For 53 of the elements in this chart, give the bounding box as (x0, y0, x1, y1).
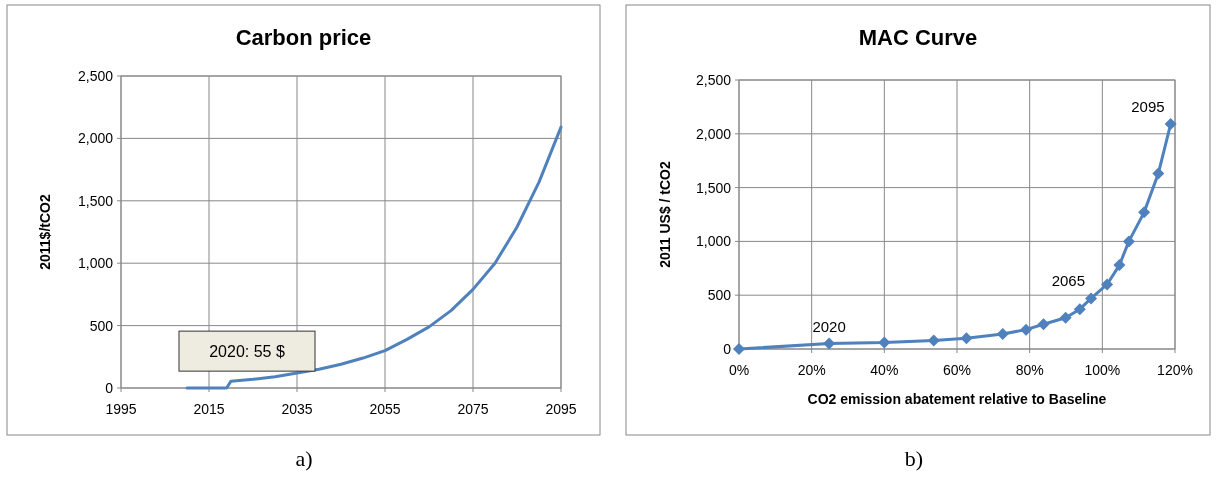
point (996, 327, 1009, 340)
y-tick-label: 1,500 (77, 192, 114, 209)
point (1113, 259, 1126, 272)
chart-title: Carbon price (235, 25, 372, 50)
x-tick-label: 20% (797, 362, 826, 378)
annotation: 2095 (1131, 98, 1165, 116)
point (1138, 206, 1151, 219)
point (927, 334, 940, 347)
y-tick-label: 500 (89, 317, 114, 334)
x-axis-title: CO2 emission abatement relative to Baseline (807, 391, 1107, 407)
y-tick-label: 500 (707, 287, 732, 304)
line-series (185, 125, 563, 390)
x-tick-label: 80% (1015, 362, 1044, 378)
y-axis-title: 2011$/tCO2 (37, 194, 53, 270)
point (1085, 292, 1098, 305)
x-tick-label: 2095 (545, 401, 577, 417)
x-tick-label: 0% (728, 362, 750, 378)
point (1122, 235, 1135, 248)
text: a) (295, 446, 313, 471)
x-tick-label: 40% (870, 362, 899, 378)
y-tick-label: 2,000 (77, 130, 114, 147)
y-tick-label: 2,000 (695, 125, 732, 142)
y-tick-label: 1,500 (695, 179, 732, 196)
y-tick-label: 1,000 (695, 233, 732, 250)
x-tick-label: 2055 (369, 401, 401, 417)
y-tick-label: 0 (723, 340, 732, 357)
x-tick-label: 60% (942, 362, 972, 378)
x-tick-label: 1995 (105, 401, 137, 417)
point (1020, 323, 1033, 336)
point (1037, 318, 1050, 331)
point (960, 332, 973, 345)
point (1164, 118, 1177, 131)
y-tick-label: 0 (105, 379, 114, 396)
y-axis-title: 2011 US$ / tCO2 (657, 160, 673, 268)
annotation: 2020 (812, 317, 846, 335)
chart-title: MAC Curve (858, 25, 978, 50)
x-tick-label: 120% (1157, 362, 1193, 378)
x-tick-label: 2075 (457, 401, 489, 417)
point (1101, 278, 1114, 291)
point (1059, 311, 1072, 324)
annotation: 2020: 55 $ (209, 342, 285, 360)
y-tick-label: 2,500 (695, 71, 732, 88)
annotation: 2065 (1051, 272, 1086, 290)
point (878, 336, 891, 349)
text: b) (904, 446, 924, 471)
x-tick-label: 100% (1084, 362, 1121, 378)
y-tick-label: 2,500 (77, 67, 114, 84)
y-tick-label: 1,000 (77, 255, 114, 272)
x-tick-label: 2035 (281, 401, 313, 417)
x-tick-label: 2015 (193, 401, 225, 417)
point (1152, 167, 1165, 180)
point (733, 343, 745, 355)
point (1073, 303, 1086, 316)
